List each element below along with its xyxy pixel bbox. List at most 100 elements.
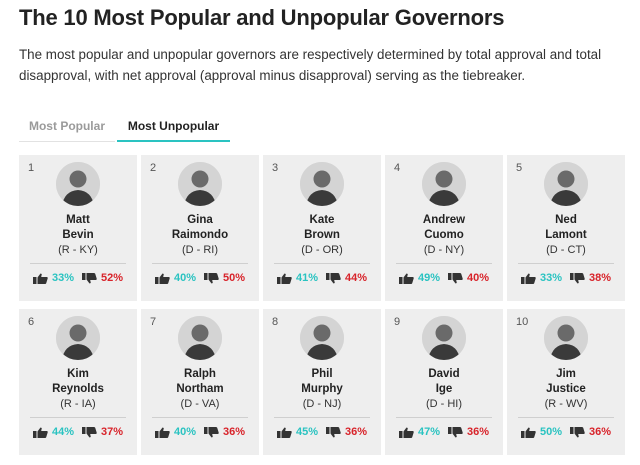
tab-most-popular[interactable]: Most Popular [19, 116, 115, 142]
thumbs-up-icon [276, 427, 292, 438]
divider [518, 417, 614, 418]
portrait-icon [544, 162, 588, 206]
divider [396, 417, 492, 418]
governor-card: 5 Ned Lamont (D - CT) 33% 38% [507, 155, 625, 301]
governor-first-name: Gina [187, 214, 213, 226]
portrait-icon [178, 162, 222, 206]
divider [30, 263, 126, 264]
thumbs-up-icon [398, 427, 414, 438]
thumbs-down-icon [82, 272, 97, 283]
divider [518, 263, 614, 264]
disapproval-value: 44% [345, 272, 368, 284]
approval-value: 33% [51, 272, 74, 284]
avatar [544, 316, 588, 360]
approval-value: 44% [51, 426, 74, 438]
portrait-icon [56, 316, 100, 360]
disapproval-value: 40% [467, 272, 490, 284]
governor-card: 1 Matt Bevin (R - KY) 33% 52% [19, 155, 137, 301]
governor-first-name: Andrew [422, 214, 466, 226]
rank-number: 5 [516, 162, 523, 174]
thumbs-up-icon [276, 273, 292, 284]
portrait-icon [422, 316, 466, 360]
rank-number: 7 [150, 316, 157, 328]
divider [152, 417, 248, 418]
governor-party-state: (R - WV) [544, 398, 588, 410]
rank-number: 4 [394, 162, 401, 174]
governor-first-name: David [428, 368, 460, 380]
governor-first-name: Phil [311, 368, 333, 380]
governor-party-state: (D - CT) [546, 244, 586, 256]
approval-ratings: 47% 36% [385, 425, 503, 439]
governor-party-state: (D - VA) [180, 398, 220, 410]
governor-last-name: Reynolds [52, 383, 104, 395]
thumbs-up-icon [520, 273, 536, 284]
governor-card: 7 Ralph Northam (D - VA) 40% 36% [141, 309, 259, 455]
rank-number: 8 [272, 316, 279, 328]
governor-card: 6 Kim Reynolds (R - IA) 44% 37% [19, 309, 137, 455]
disapproval-value: 36% [589, 426, 612, 438]
governor-party-state: (D - OR) [301, 244, 343, 256]
portrait-icon [300, 162, 344, 206]
governor-card: 2 Gina Raimondo (D - RI) 40% 50% [141, 155, 259, 301]
portrait-icon [544, 316, 588, 360]
page-title: The 10 Most Popular and Unpopular Govern… [19, 5, 505, 30]
thumbs-down-icon [82, 426, 97, 437]
avatar [300, 316, 344, 360]
avatar [544, 162, 588, 206]
avatar [178, 316, 222, 360]
thumbs-down-icon [326, 426, 341, 437]
governor-last-name: Brown [304, 229, 340, 241]
governor-last-name: Cuomo [424, 229, 464, 241]
avatar [178, 162, 222, 206]
governor-first-name: Kim [67, 368, 89, 380]
portrait-icon [300, 316, 344, 360]
avatar [56, 162, 100, 206]
thumbs-up-icon [32, 273, 48, 284]
governor-last-name: Lamont [545, 229, 587, 241]
disapproval-value: 37% [101, 426, 124, 438]
portrait-icon [56, 162, 100, 206]
governor-card: 10 Jim Justice (R - WV) 50% 36% [507, 309, 625, 455]
thumbs-down-icon [326, 272, 341, 283]
approval-ratings: 33% 52% [19, 271, 137, 285]
thumbs-up-icon [32, 427, 48, 438]
governor-last-name: Raimondo [171, 229, 229, 241]
rank-number: 6 [28, 316, 35, 328]
divider [30, 417, 126, 418]
portrait-icon [178, 316, 222, 360]
tab-bar: Most Popular Most Unpopular [19, 116, 230, 144]
thumbs-down-icon [448, 272, 463, 283]
rank-number: 10 [516, 316, 529, 328]
disapproval-value: 50% [223, 272, 246, 284]
approval-ratings: 40% 50% [141, 271, 259, 285]
disapproval-value: 38% [589, 272, 612, 284]
avatar [422, 162, 466, 206]
approval-ratings: 41% 44% [263, 271, 381, 285]
thumbs-up-icon [154, 273, 170, 284]
approval-value: 47% [417, 426, 440, 438]
governor-last-name: Northam [176, 383, 224, 395]
disapproval-value: 36% [467, 426, 490, 438]
approval-value: 33% [539, 272, 562, 284]
thumbs-down-icon [570, 272, 585, 283]
tab-most-unpopular[interactable]: Most Unpopular [117, 116, 230, 142]
governor-party-state: (D - RI) [181, 244, 219, 256]
approval-value: 40% [173, 426, 196, 438]
approval-value: 40% [173, 272, 196, 284]
disapproval-value: 52% [101, 272, 124, 284]
approval-value: 50% [539, 426, 562, 438]
governor-first-name: Jim [556, 368, 576, 380]
governor-last-name: Bevin [62, 229, 94, 241]
approval-ratings: 49% 40% [385, 271, 503, 285]
divider [274, 417, 370, 418]
approval-ratings: 33% 38% [507, 271, 625, 285]
governor-card: 8 Phil Murphy (D - NJ) 45% 36% [263, 309, 381, 455]
governor-first-name: Matt [66, 214, 90, 226]
governor-first-name: Kate [309, 214, 335, 226]
disapproval-value: 36% [223, 426, 246, 438]
thumbs-down-icon [204, 426, 219, 437]
governor-card: 9 David Ige (D - HI) 47% 36% [385, 309, 503, 455]
governor-party-state: (D - NJ) [302, 398, 342, 410]
governor-party-state: (D - NY) [423, 244, 465, 256]
governor-party-state: (R - KY) [58, 244, 98, 256]
